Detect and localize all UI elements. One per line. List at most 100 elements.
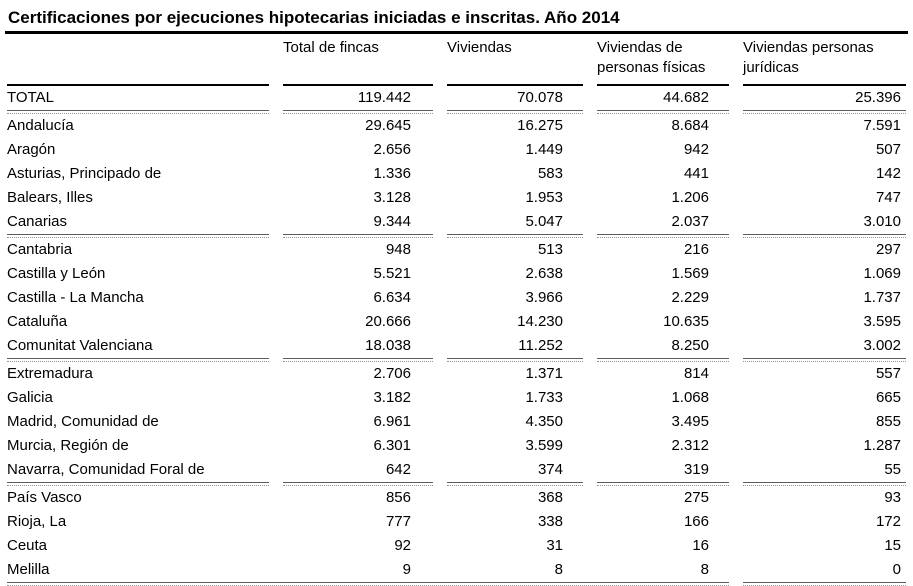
viviendas-cell: 70.078 xyxy=(517,89,563,106)
table-row: Madrid, Comunidad de 6.961 4.350 3.495 8… xyxy=(7,410,906,434)
total-fincas-cell: 6.961 xyxy=(373,413,411,430)
viviendas-personas-fisicas-cell: 2.037 xyxy=(671,213,709,230)
viviendas-personas-juridicas-cell: 142 xyxy=(875,165,901,182)
page-title: Certificaciones por ejecuciones hipoteca… xyxy=(8,8,620,27)
viviendas-personas-fisicas-cell: 319 xyxy=(683,461,709,478)
group-separator-segment xyxy=(447,482,583,486)
header-row: Total de fincas Viviendas Viviendas de p… xyxy=(7,34,906,86)
region-label-cell: Balears, Illes xyxy=(7,189,93,206)
region-label-cell: Rioja, La xyxy=(7,513,67,530)
total-fincas-cell: 856 xyxy=(385,489,411,506)
table-row: Galicia 3.182 1.733 1.068 665 xyxy=(7,386,906,410)
table-row: Ceuta 92 31 16 15 xyxy=(7,534,906,558)
region-label-cell: Comunitat Valenciana xyxy=(7,337,153,354)
table-row: Asturias, Principado de 1.336 583 441 14… xyxy=(7,162,906,186)
viviendas-cell: 31 xyxy=(546,537,563,554)
viviendas-personas-fisicas-cell: 1.068 xyxy=(671,389,709,406)
group-separator-segment xyxy=(597,358,729,362)
viviendas-personas-juridicas-cell: 855 xyxy=(875,413,901,430)
viviendas-personas-fisicas-cell: 166 xyxy=(683,513,709,530)
group-separator-segment xyxy=(743,358,906,362)
viviendas-cell: 2.638 xyxy=(525,265,563,282)
column-header-label-line1: Viviendas personas xyxy=(743,39,874,56)
column-header-label-line2: personas físicas xyxy=(597,59,706,76)
region-label-cell: Navarra, Comunidad Foral de xyxy=(7,461,205,478)
region-label-cell: Extremadura xyxy=(7,365,93,382)
region-label-cell: Madrid, Comunidad de xyxy=(7,413,159,430)
total-fincas-cell: 18.038 xyxy=(365,337,411,354)
viviendas-personas-juridicas-cell: 665 xyxy=(875,389,901,406)
region-label-cell: TOTAL xyxy=(7,89,54,106)
table-row: Navarra, Comunidad Foral de 642 374 319 … xyxy=(7,458,906,482)
group-separator-segment xyxy=(447,110,583,114)
viviendas-cell: 3.966 xyxy=(525,289,563,306)
table-row: Andalucía 29.645 16.275 8.684 7.591 xyxy=(7,114,906,138)
table-row: Rioja, La 777 338 166 172 xyxy=(7,510,906,534)
region-label-cell: Galicia xyxy=(7,389,53,406)
total-fincas-cell: 6.301 xyxy=(373,437,411,454)
group-separator-row xyxy=(7,234,906,238)
group-separator-segment xyxy=(283,482,433,486)
group-separator-segment xyxy=(283,358,433,362)
group-separator-row xyxy=(7,358,906,362)
region-label-cell: Asturias, Principado de xyxy=(7,165,162,182)
region-label-cell: Andalucía xyxy=(7,117,74,134)
column-header-viviendas-personas-juridicas: Viviendas personas jurídicas xyxy=(743,34,906,86)
group-separator-segment xyxy=(7,234,269,238)
column-header-label: Viviendas xyxy=(447,39,512,56)
viviendas-personas-juridicas-cell: 3.002 xyxy=(863,337,901,354)
viviendas-personas-fisicas-cell: 942 xyxy=(683,141,709,158)
viviendas-personas-juridicas-cell: 3.595 xyxy=(863,313,901,330)
total-fincas-cell: 642 xyxy=(385,461,411,478)
table-row: Canarias 9.344 5.047 2.037 3.010 xyxy=(7,210,906,234)
viviendas-personas-fisicas-cell: 16 xyxy=(692,537,709,554)
viviendas-cell: 3.599 xyxy=(525,437,563,454)
region-label-cell: Aragón xyxy=(7,141,56,158)
region-label-cell: País Vasco xyxy=(7,489,82,506)
region-label-cell: Melilla xyxy=(7,561,50,578)
column-header-label-line1: Viviendas de xyxy=(597,39,683,56)
region-label-cell: Cataluña xyxy=(7,313,68,330)
table-row: Extremadura 2.706 1.371 814 557 xyxy=(7,362,906,386)
table-row: País Vasco 856 368 275 93 xyxy=(7,486,906,510)
viviendas-personas-fisicas-cell: 1.206 xyxy=(671,189,709,206)
group-separator-segment xyxy=(597,482,729,486)
viviendas-personas-juridicas-cell: 1.069 xyxy=(863,265,901,282)
region-label-cell: Canarias xyxy=(7,213,68,230)
viviendas-personas-juridicas-cell: 297 xyxy=(875,241,901,258)
viviendas-personas-fisicas-cell: 3.495 xyxy=(671,413,709,430)
viviendas-personas-fisicas-cell: 2.229 xyxy=(671,289,709,306)
viviendas-cell: 1.371 xyxy=(525,365,563,382)
table-row: TOTAL 119.442 70.078 44.682 25.396 xyxy=(7,86,906,110)
group-separator-segment xyxy=(447,358,583,362)
group-separator-segment xyxy=(7,358,269,362)
total-fincas-cell: 777 xyxy=(385,513,411,530)
viviendas-personas-fisicas-cell: 44.682 xyxy=(663,89,709,106)
total-fincas-cell: 3.182 xyxy=(373,389,411,406)
viviendas-personas-juridicas-cell: 1.737 xyxy=(863,289,901,306)
group-separator-segment xyxy=(743,482,906,486)
total-fincas-cell: 6.634 xyxy=(373,289,411,306)
total-fincas-cell: 5.521 xyxy=(373,265,411,282)
region-label-cell: Murcia, Región de xyxy=(7,437,129,454)
viviendas-cell: 1.449 xyxy=(525,141,563,158)
viviendas-cell: 16.275 xyxy=(517,117,563,134)
viviendas-personas-fisicas-cell: 10.635 xyxy=(663,313,709,330)
table-row: Melilla 9 8 8 0 xyxy=(7,558,906,582)
total-fincas-cell: 1.336 xyxy=(373,165,411,182)
group-separator-row xyxy=(7,482,906,486)
viviendas-cell: 583 xyxy=(537,165,563,182)
viviendas-personas-fisicas-cell: 2.312 xyxy=(671,437,709,454)
viviendas-cell: 513 xyxy=(537,241,563,258)
viviendas-personas-juridicas-cell: 3.010 xyxy=(863,213,901,230)
viviendas-personas-juridicas-cell: 93 xyxy=(884,489,901,506)
total-fincas-cell: 948 xyxy=(385,241,411,258)
viviendas-cell: 4.350 xyxy=(525,413,563,430)
region-label-cell: Ceuta xyxy=(7,537,48,554)
viviendas-personas-juridicas-cell: 557 xyxy=(875,365,901,382)
viviendas-cell: 8 xyxy=(554,561,563,578)
table-bottom-rule-left xyxy=(7,582,729,586)
column-header-label-line2: jurídicas xyxy=(743,59,799,76)
viviendas-personas-fisicas-cell: 216 xyxy=(683,241,709,258)
